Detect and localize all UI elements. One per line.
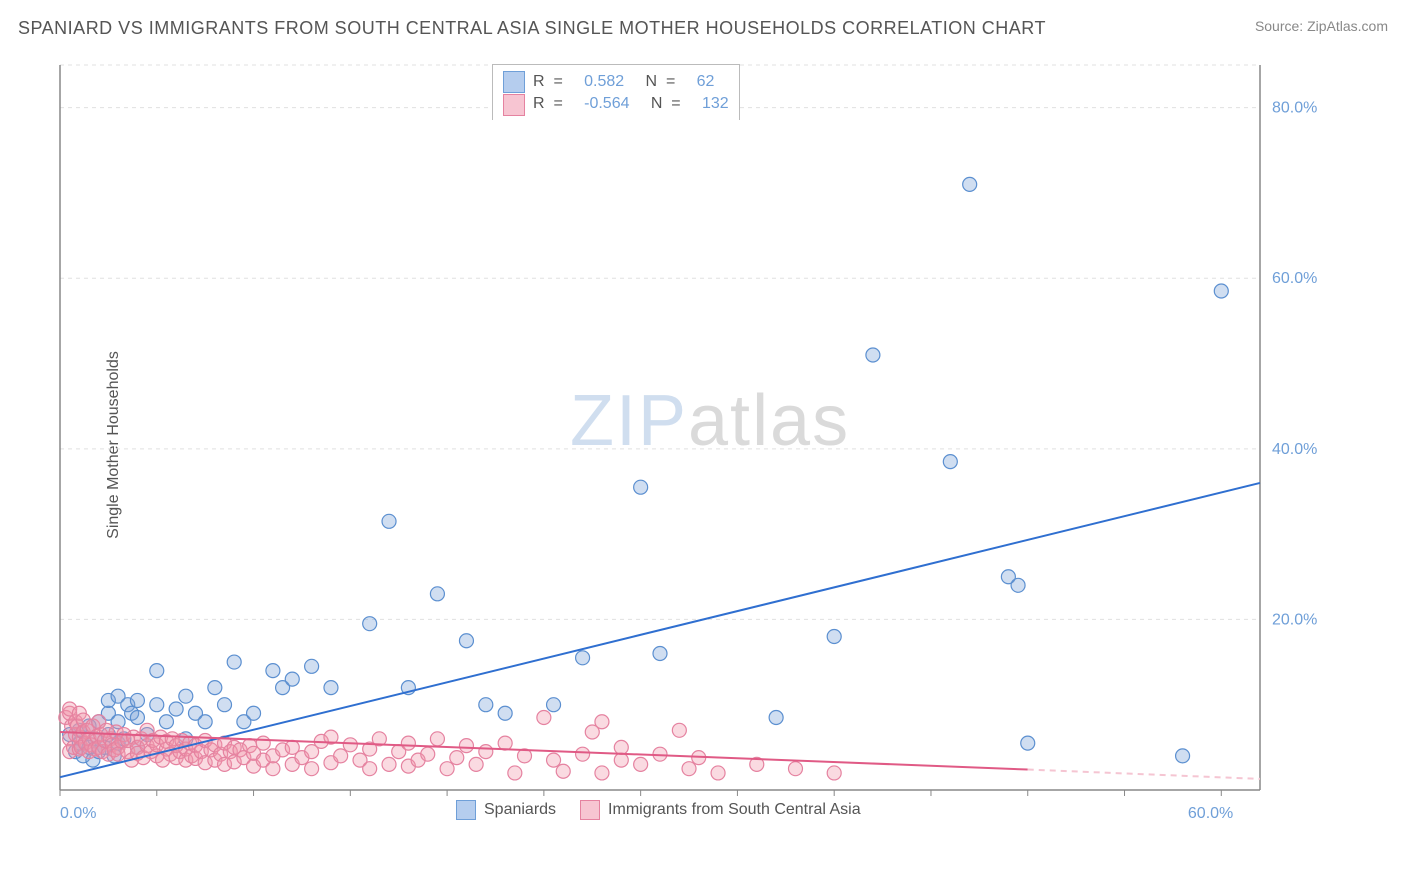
chart-header: SPANIARD VS IMMIGRANTS FROM SOUTH CENTRA… <box>18 18 1388 39</box>
stat-label-n: N = <box>632 71 688 93</box>
chart-title: SPANIARD VS IMMIGRANTS FROM SOUTH CENTRA… <box>18 18 1046 39</box>
stats-row: R = 0.582 N = 62 <box>503 71 729 93</box>
stat-value-n: 62 <box>697 71 715 93</box>
svg-text:60.0%: 60.0% <box>1188 805 1233 822</box>
svg-text:0.0%: 0.0% <box>60 805 96 822</box>
stat-label-r: R = <box>533 71 576 93</box>
stats-row: R = -0.564 N = 132 <box>503 93 729 115</box>
scatter-plot: 20.0% 40.0% 60.0% 80.0% 0.0% 60.0% R = 0.582 N… <box>50 60 1340 830</box>
chart-area: Single Mother Households 20.0%40.0%60.0%… <box>50 60 1340 830</box>
legend-swatch <box>456 800 476 820</box>
legend-label: Immigrants from South Central Asia <box>608 801 861 819</box>
legend-item: Immigrants from South Central Asia <box>580 800 861 820</box>
svg-text:60.0%: 60.0% <box>1272 270 1317 287</box>
stat-label-r: R = <box>533 93 576 115</box>
stat-value-r: 0.582 <box>584 71 624 93</box>
stats-legend: R = 0.582 N = 62R = -0.564 N = 132 <box>492 64 740 120</box>
legend-label: Spaniards <box>484 801 556 819</box>
svg-text:80.0%: 80.0% <box>1272 100 1317 117</box>
series-legend: Spaniards Immigrants from South Central A… <box>456 800 861 820</box>
svg-text:40.0%: 40.0% <box>1272 441 1317 458</box>
chart-source: Source: ZipAtlas.com <box>1255 18 1388 34</box>
legend-swatch <box>503 94 525 116</box>
legend-swatch <box>580 800 600 820</box>
stat-value-n: 132 <box>702 93 729 115</box>
svg-text:20.0%: 20.0% <box>1272 611 1317 628</box>
legend-item: Spaniards <box>456 800 556 820</box>
legend-swatch <box>503 71 525 93</box>
stat-label-n: N = <box>638 93 694 115</box>
stat-value-r: -0.564 <box>584 93 629 115</box>
